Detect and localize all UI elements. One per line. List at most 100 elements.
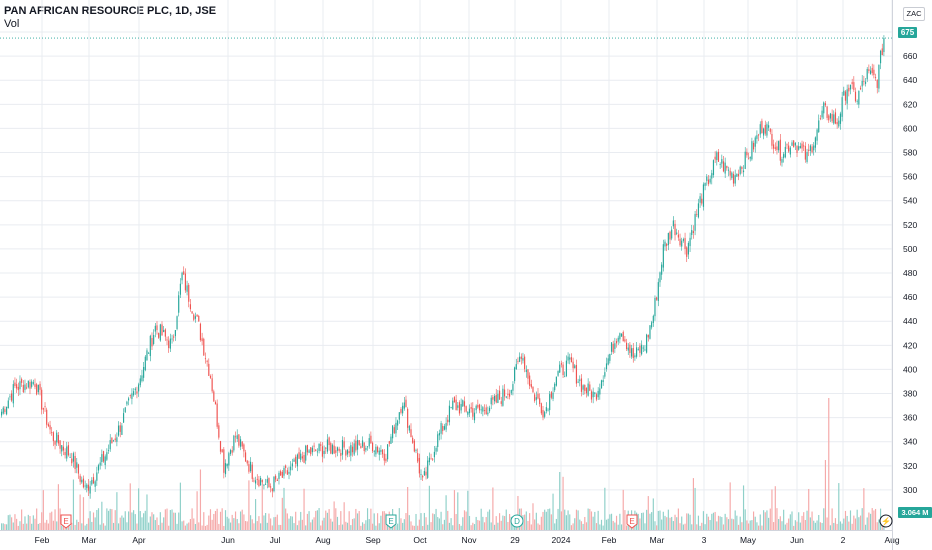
volume-bar [607,518,609,530]
candle-body [637,349,639,351]
volume-bar [642,512,644,530]
volume-bar [450,518,452,530]
candle-body [806,152,808,162]
candle-body [706,176,708,181]
candle-body [114,438,116,441]
candle-body [62,446,64,451]
candle-body [520,356,522,359]
volume-bar [69,525,71,530]
volume-bar [788,518,790,530]
dividend-marker[interactable] [510,514,524,528]
news-marker[interactable] [879,514,893,528]
candle-body [818,120,820,133]
volume-bar [139,511,141,530]
candle-body [624,339,626,342]
volume-bar [657,510,659,530]
volume-bar [555,518,557,530]
volume-bar [415,513,417,530]
candle-body [575,365,578,384]
candle-body [582,385,584,390]
candle-body [49,425,51,430]
event-marker-label: E [629,517,634,526]
volume-bar [783,509,785,530]
candle-body [219,441,222,452]
candle-body [574,365,576,369]
volume-bar [278,524,280,530]
earnings-marker[interactable] [626,514,638,529]
volume-bar [303,488,305,530]
candle-body [627,347,629,351]
candle-body [32,382,34,384]
candle-body [176,316,178,330]
earnings-marker[interactable] [385,514,397,529]
volume-indicator-label[interactable]: Vol [4,18,20,30]
candle-body [405,399,407,408]
volume-bar [806,510,808,530]
volume-bar [146,494,148,530]
candle-body [102,451,105,462]
candle-body [641,344,643,355]
candle-body [540,403,542,414]
volume-bar [266,522,268,530]
candle-body [368,438,370,447]
candle-body [366,446,369,448]
volume-bar [463,510,466,530]
volume-bar [554,523,556,530]
volume-bar [517,495,519,530]
volume-bar [151,512,153,530]
candle-body [214,401,217,405]
volume-bar [213,513,215,530]
candle-body [808,149,810,151]
candle-body [233,435,235,451]
candle-body [128,398,130,401]
earnings-marker[interactable] [60,514,72,529]
volume-bar [727,519,730,530]
y-tick-label: 640 [903,75,917,85]
volume-bar [206,524,208,530]
candle-body [229,450,232,454]
candle-body [826,106,828,118]
volume-bar [51,511,53,530]
candle-body [709,178,711,183]
candle-body [178,295,180,313]
candle-body [463,401,466,407]
volume-bar [236,519,238,530]
candle-body [39,383,41,390]
candle-body [59,440,61,449]
volume-bar [418,519,420,530]
candle-body [69,457,71,458]
volume-bar [74,524,76,530]
volume-bar [24,516,26,530]
candle-body [261,479,263,483]
volume-bar [323,517,325,530]
volume-bar [869,513,872,530]
candle-body [363,442,365,452]
candle-body [774,147,776,149]
volume-bar [752,511,755,530]
candle-body [315,449,317,451]
candle-body [550,392,552,398]
currency-button[interactable]: ZAC [903,7,925,21]
volume-bar [863,488,865,530]
candle-body [99,462,101,466]
y-tick-label: 480 [903,268,917,278]
x-tick-label: Feb [35,535,50,545]
candle-body [54,440,56,445]
candle-body [811,146,813,153]
y-tick-label: 520 [903,220,917,230]
candle-body [671,229,673,239]
volume-bar [211,519,213,530]
volume-bar [848,521,850,530]
volume-bar [839,521,842,530]
x-tick-label: Mar [650,535,665,545]
volume-bar [265,512,267,530]
volume-bar [818,514,820,530]
candle-body [87,484,90,491]
candle-body [116,437,118,442]
volume-bar [811,511,813,530]
volume-bar [249,515,252,530]
volume-bar [676,517,678,530]
event-marker-label: D [514,517,520,526]
volume-bar [26,523,28,530]
